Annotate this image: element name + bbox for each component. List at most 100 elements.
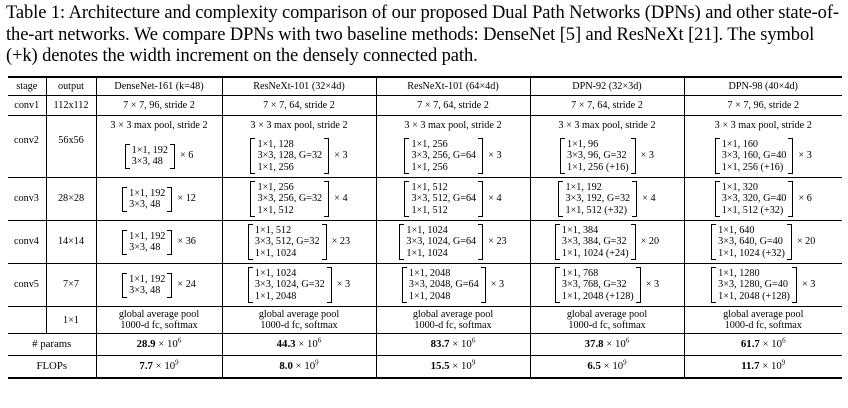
block-layer: 3×3, 1024, G=32 — [254, 279, 325, 291]
params-label: # params — [8, 333, 97, 356]
architecture-table: stage output DenseNet-161 (k=48) ResNeXt… — [8, 76, 842, 379]
pool-row: 1×1 global average pool 1000-d fc, softmax… — [8, 306, 842, 334]
block-spec: 1×1, 192 3×3, 192, G=32 1×1, 512 (+32) × 4 — [531, 180, 684, 218]
block-layer: 3×3, 96, G=32 — [567, 150, 627, 162]
block-repeat: × 3 — [488, 150, 502, 162]
header-row: stage output DenseNet-161 (k=48) ResNeXt… — [8, 76, 842, 96]
block-bracket: 1×1, 192 3×3, 48 — [122, 186, 173, 212]
flops-mantissa: 11.7 — [741, 359, 760, 372]
block-repeat: × 3 — [645, 279, 660, 291]
conv4-stage: conv4 — [8, 220, 47, 264]
flops-exponent: 9 — [175, 358, 179, 367]
block-layer: 1×1, 192 — [131, 144, 168, 156]
header-stage: stage — [8, 76, 47, 96]
block-bracket: 1×1, 96 3×3, 96, G=32 1×1, 256 (+16) — [560, 137, 636, 175]
pool-line2: 1000-d fc, softmax — [414, 320, 492, 331]
block-bracket: 1×1, 512 3×3, 512, G=32 1×1, 1024 — [247, 223, 327, 261]
params-mantissa: 28.9 — [136, 337, 156, 350]
flops-row: FLOPs 7.7 × 109 8.0 × 109 15.5 × 109 6.5 × 1… — [8, 355, 842, 379]
flops-mantissa: 8.0 — [279, 359, 293, 372]
conv3-block-cell: 1×1, 192 3×3, 48 × 12 — [96, 177, 223, 221]
maxpool-cell: 3 × 3 max pool, stride 2 — [96, 115, 223, 135]
block-layer: 1×1, 192 — [129, 230, 166, 242]
block-bracket: 1×1, 1024 3×3, 1024, G=32 1×1, 2048 — [247, 266, 332, 304]
conv3-output: 28×28 — [46, 177, 97, 221]
pool-cell: global average pool 1000-d fc, softmax — [96, 306, 223, 334]
flops-mantissa: 15.5 — [430, 359, 450, 372]
block-bracket: 1×1, 320 3×3, 320, G=40 1×1, 512 (+32) — [714, 180, 794, 218]
flops-mantissa: 6.5 — [587, 359, 601, 372]
caption-text: Architecture and complexity comparison o… — [6, 3, 839, 66]
flops-exponent: 9 — [315, 358, 319, 367]
block-layer: 3×3, 2048, G=64 — [408, 279, 479, 291]
conv5-block-cell: 1×1, 192 3×3, 48 × 24 — [96, 263, 223, 307]
conv1-row: conv1 112x112 7 × 7, 96, stride 2 7 × 7,… — [8, 95, 842, 116]
block-repeat: × 3 — [798, 150, 812, 162]
block-layer: 1×1, 512 — [257, 204, 294, 216]
params-value: 44.3 × 106 — [222, 333, 377, 356]
pool-line2: 1000-d fc, softmax — [724, 320, 802, 331]
conv2-block-cell: 1×1, 128 3×3, 128, G=32 1×1, 256 × 3 — [222, 135, 377, 178]
block-layer: 1×1, 640 — [718, 224, 755, 236]
params-times-ten: × 10 — [298, 337, 318, 350]
block-spec: 1×1, 2048 3×3, 2048, G=64 1×1, 2048 × 3 — [377, 266, 530, 304]
block-bracket: 1×1, 192 3×3, 192, G=32 1×1, 512 (+32) — [558, 180, 638, 218]
block-spec: 1×1, 128 3×3, 128, G=32 1×1, 256 × 3 — [223, 137, 376, 175]
conv4-block-cell: 1×1, 384 3×3, 384, G=32 1×1, 1024 (+24) × 2… — [530, 220, 685, 264]
flops-times-ten: × 10 — [452, 359, 472, 372]
block-layer: 3×3, 384, G=32 — [561, 236, 627, 248]
params-value: 83.7 × 106 — [376, 333, 531, 356]
block-layer: 3×3, 256, G=32 — [257, 193, 323, 205]
block-repeat: × 3 — [801, 279, 816, 291]
conv4-output: 14×14 — [46, 220, 97, 264]
params-times-ten: × 10 — [762, 337, 783, 350]
pool-line1: global average pool — [258, 309, 340, 320]
block-layer: 3×3, 192, G=32 — [565, 193, 631, 205]
conv2-block-cell: 1×1, 256 3×3, 256, G=64 1×1, 256 × 3 — [376, 135, 531, 178]
block-spec: 1×1, 1024 3×3, 1024, G=64 1×1, 1024 × 23 — [377, 223, 530, 261]
conv1-stage: conv1 — [8, 95, 47, 116]
block-spec: 1×1, 512 3×3, 512, G=64 1×1, 512 × 4 — [377, 180, 530, 218]
block-bracket: 1×1, 640 3×3, 640, G=40 1×1, 1024 (+32) — [711, 223, 792, 261]
block-layer: 1×1, 2048 — [254, 290, 297, 302]
block-repeat: × 4 — [488, 193, 502, 205]
block-repeat: × 23 — [331, 236, 351, 248]
pool-line2: 1000-d fc, softmax — [120, 320, 198, 331]
conv4-block-cell: 1×1, 640 3×3, 640, G=40 1×1, 1024 (+32) × 2… — [684, 220, 842, 264]
block-layer: 1×1, 2048 — [408, 267, 451, 279]
params-mantissa: 83.7 — [430, 337, 450, 350]
block-bracket: 1×1, 2048 3×3, 2048, G=64 1×1, 2048 — [401, 266, 486, 304]
block-layer: 3×3, 48 — [129, 285, 161, 296]
params-mantissa: 61.7 — [740, 337, 760, 350]
params-exponent: 6 — [471, 336, 476, 345]
params-value: 61.7 × 106 — [684, 333, 842, 356]
pool-output: 1×1 — [46, 306, 97, 334]
header-resnext101-64x4d: ResNeXt-101 (64×4d) — [376, 76, 531, 96]
flops-times-ten: × 10 — [603, 359, 624, 372]
block-repeat: × 12 — [177, 193, 196, 205]
pool-cell: global average pool 1000-d fc, softmax — [530, 306, 685, 334]
params-times-ten: × 10 — [606, 337, 626, 350]
header-densenet161: DenseNet-161 (k=48) — [96, 76, 223, 96]
block-layer: 1×1, 2048 (+128) — [718, 290, 790, 302]
params-value: 37.8 × 106 — [530, 333, 685, 356]
block-repeat: × 4 — [642, 193, 656, 205]
flops-exponent: 9 — [471, 358, 476, 367]
block-spec: 1×1, 256 3×3, 256, G=32 1×1, 512 × 4 — [223, 180, 376, 218]
block-layer: 1×1, 160 — [721, 138, 759, 150]
conv3-block-cell: 1×1, 256 3×3, 256, G=32 1×1, 512 × 4 — [222, 177, 377, 221]
flops-exponent: 9 — [781, 358, 786, 367]
conv2-stage: conv2 — [8, 135, 47, 178]
block-layer: 1×1, 1024 — [254, 247, 297, 259]
conv3-stage: conv3 — [8, 177, 47, 221]
block-layer: 1×1, 256 (+16) — [567, 161, 629, 173]
block-bracket: 1×1, 768 3×3, 768, G=32 1×1, 2048 (+128) — [554, 266, 641, 304]
block-bracket: 1×1, 192 3×3, 48 — [122, 272, 173, 298]
header-output: output — [46, 76, 97, 96]
caption-label: Table 1: — [6, 3, 66, 23]
block-layer: 1×1, 512 — [411, 181, 448, 193]
block-bracket: 1×1, 256 3×3, 256, G=32 1×1, 512 — [250, 180, 330, 218]
table-caption: Table 1: Architecture and complexity com… — [6, 3, 842, 68]
block-repeat: × 36 — [177, 236, 196, 248]
conv1-cell: 7 × 7, 64, stride 2 — [222, 95, 377, 116]
